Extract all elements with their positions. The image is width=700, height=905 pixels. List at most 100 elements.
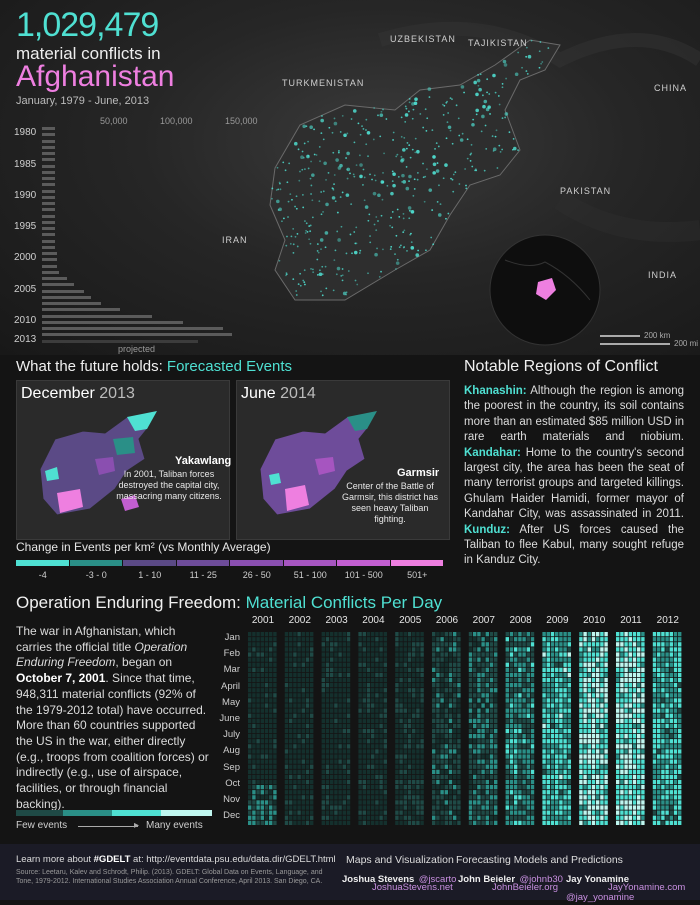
calendar-day-cell bbox=[297, 728, 301, 734]
calendar-day-cell bbox=[518, 785, 522, 790]
calendar-day-cell bbox=[628, 688, 632, 693]
calendar-day-cell bbox=[284, 713, 289, 718]
event-dot bbox=[299, 170, 301, 173]
calendar-day-cell bbox=[485, 693, 489, 698]
calendar-day-cell bbox=[366, 769, 371, 774]
calendar-day-cell bbox=[616, 734, 620, 739]
event-dot bbox=[538, 50, 541, 53]
calendar-day-cell bbox=[412, 820, 416, 825]
calendar-day-cell bbox=[637, 805, 641, 810]
calendar-day-cell bbox=[559, 677, 563, 683]
calendar-day-cell bbox=[641, 672, 645, 678]
calendar-day-cell bbox=[509, 759, 514, 764]
calendar-day-cell bbox=[620, 769, 624, 774]
year-tick: 1990 bbox=[14, 189, 37, 201]
year-tick: 2000 bbox=[14, 252, 37, 264]
calendar-day-cell bbox=[661, 749, 665, 754]
calendar-day-cell bbox=[665, 713, 669, 718]
calendar-day-cell bbox=[305, 728, 310, 734]
event-dot bbox=[404, 105, 407, 108]
calendar-day-cell bbox=[252, 774, 256, 780]
calendar-day-cell bbox=[293, 785, 297, 790]
calendar-day-cell bbox=[637, 713, 641, 718]
calendar-day-cell bbox=[522, 805, 526, 810]
calendar-day-cell bbox=[293, 769, 297, 774]
calendar-day-cell bbox=[399, 790, 403, 795]
calendar-day-cell bbox=[334, 718, 338, 723]
calendar-day-cell bbox=[563, 708, 567, 713]
calendar-day-cell bbox=[665, 810, 669, 815]
person1-handle[interactable]: @jscarto bbox=[418, 874, 457, 885]
event-dot bbox=[436, 200, 439, 203]
calendar-day-cell bbox=[395, 677, 399, 683]
calendar-day-cell bbox=[273, 672, 277, 678]
calendar-day-cell bbox=[305, 667, 310, 672]
calendar-day-cell bbox=[256, 713, 260, 718]
calendar-day-cell bbox=[546, 790, 550, 795]
calendar-day-cell bbox=[567, 800, 571, 805]
calendar-day-cell bbox=[399, 642, 403, 647]
calendar-day-cell bbox=[530, 795, 535, 800]
calendar-day-cell bbox=[673, 632, 678, 637]
calendar-day-cell bbox=[252, 677, 256, 683]
calendar-day-cell bbox=[559, 642, 563, 647]
calendar-day-cell bbox=[477, 688, 481, 693]
calendar-day-cell bbox=[641, 728, 645, 734]
calendar-day-cell bbox=[256, 718, 260, 723]
calendar-day-cell bbox=[563, 744, 567, 749]
person1-url[interactable]: JoshuaStevens.net bbox=[372, 882, 453, 893]
calendar-day-cell bbox=[591, 810, 596, 815]
calendar-day-cell bbox=[587, 749, 591, 754]
calendar-day-cell bbox=[559, 764, 563, 769]
calendar-day-cell bbox=[661, 677, 665, 683]
person2-url[interactable]: JohnBeieler.org bbox=[492, 882, 559, 893]
gdelt-url-link[interactable]: http://eventdata.psu.edu/data.dir/GDELT.… bbox=[146, 854, 336, 865]
calendar-day-cell bbox=[330, 637, 334, 642]
calendar-day-cell bbox=[624, 657, 628, 662]
event-dot bbox=[367, 155, 369, 158]
calendar-day-cell bbox=[489, 718, 494, 723]
calendar-day-cell bbox=[509, 723, 514, 729]
calendar-day-cell bbox=[269, 790, 273, 795]
calendar-day-cell bbox=[485, 739, 489, 744]
calendar-day-cell bbox=[284, 708, 289, 713]
person3-handle[interactable]: @jay_yonamine bbox=[566, 892, 635, 903]
calendar-day-cell bbox=[260, 703, 264, 708]
calendar-day-cell bbox=[563, 795, 567, 800]
calendar-day-cell bbox=[444, 672, 448, 678]
calendar-day-cell bbox=[600, 795, 604, 800]
calendar-day-cell bbox=[358, 693, 362, 698]
calendar-day-cell bbox=[346, 693, 351, 698]
calendar-day-cell bbox=[514, 652, 518, 657]
axis-tick-150000: 150,000 bbox=[225, 116, 258, 126]
calendar-day-cell bbox=[416, 785, 420, 790]
calendar-day-cell bbox=[305, 693, 310, 698]
calendar-day-cell bbox=[596, 698, 600, 703]
event-dot bbox=[309, 125, 313, 130]
calendar-day-cell bbox=[530, 774, 535, 780]
person2-handle[interactable]: @johnb30 bbox=[519, 874, 563, 885]
calendar-day-cell bbox=[624, 703, 628, 708]
calendar-day-cell bbox=[567, 810, 571, 815]
calendar-day-cell bbox=[579, 693, 583, 698]
person3-url[interactable]: JayYonamine.com bbox=[608, 882, 686, 893]
calendar-day-cell bbox=[436, 703, 440, 708]
calendar-day-cell bbox=[330, 632, 334, 637]
calendar-day-cell bbox=[284, 647, 289, 652]
calendar-day-cell bbox=[485, 667, 489, 672]
calendar-day-cell bbox=[330, 708, 334, 713]
calendar-day-cell bbox=[509, 708, 514, 713]
calendar-day-cell bbox=[284, 734, 289, 739]
calendar-day-cell bbox=[600, 713, 604, 718]
calendar-day-cell bbox=[432, 785, 436, 790]
calendar-day-cell bbox=[269, 744, 273, 749]
calendar-day-cell bbox=[596, 693, 600, 698]
calendar-day-cell bbox=[530, 739, 535, 744]
calendar-day-cell bbox=[371, 647, 375, 652]
calendar-day-cell bbox=[395, 734, 399, 739]
calendar-day-cell bbox=[583, 779, 587, 785]
calendar-day-cell bbox=[310, 723, 314, 729]
calendar-day-cell bbox=[596, 779, 600, 785]
calendar-day-cell bbox=[297, 739, 301, 744]
calendar-day-cell bbox=[252, 795, 256, 800]
